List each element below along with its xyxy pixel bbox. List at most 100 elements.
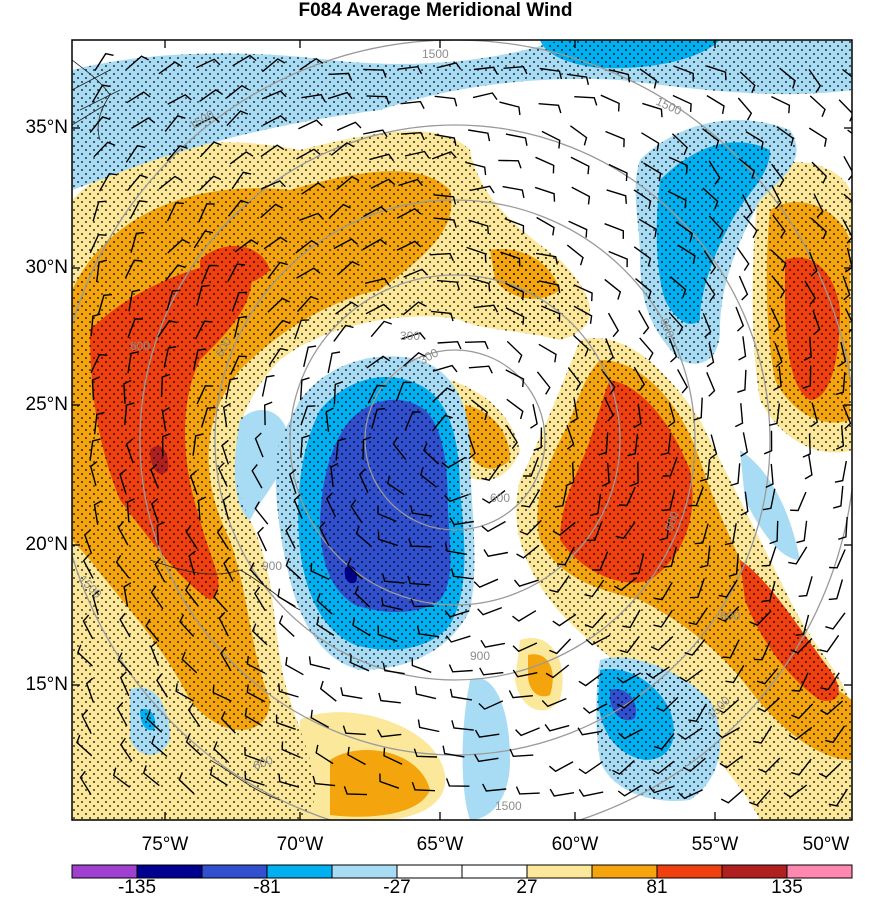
wind-barb [604,278,622,300]
wind-barb [267,297,291,313]
wind-barb [556,546,575,566]
wind-barb [566,244,584,266]
wind-barb [473,66,499,75]
wind-barb [91,84,111,103]
wind-barb [431,150,457,160]
wind-barb [838,341,847,367]
wind-barb [825,612,846,630]
lon-label: 75°W [141,834,189,855]
wind-barb [479,667,504,676]
wind-barb [230,355,247,375]
wind-barb [335,437,347,461]
wind-barb [150,463,159,489]
wind-barb [246,656,266,674]
wind-barb [549,575,570,593]
wind-barb [124,402,135,426]
wind-barb [468,365,493,374]
wind-barb [616,672,641,684]
wind-barb [253,586,266,611]
wind-barb [93,141,116,158]
wind-barb [220,711,236,734]
wind-barb [519,519,542,536]
wind-barb [410,505,433,517]
wind-barb [416,625,440,638]
wind-barb [195,58,221,69]
wind-barb [369,153,395,162]
wind-barb [834,460,847,483]
wind-barb [300,434,311,458]
wind-barb [825,725,846,744]
wind-barb [227,263,246,283]
wind-barb [769,403,781,426]
wind-barb [377,531,399,547]
wind-barb [98,172,118,192]
wind-barb [212,684,232,702]
wind-barb [293,493,303,519]
wind-barb [508,690,533,699]
wind-barb [188,550,196,576]
wind-barb [434,217,457,228]
wind-barb [474,754,499,763]
wind-barb [300,405,316,426]
wind-barb [185,524,198,550]
wind-barb [618,486,636,507]
wind-barb [605,130,625,148]
wind-barb [278,683,299,698]
wind-barb [91,376,100,401]
wind-barb [444,493,469,503]
wind-barb [269,319,291,337]
wind-barb [303,345,317,367]
wind-barb [90,353,108,374]
wind-barb [513,579,539,588]
wind-barb [699,458,711,482]
wind-barb [573,305,593,324]
wind-barb [117,652,133,676]
wind-barb [89,116,111,134]
wind-barb [97,293,112,315]
wind-barb [465,161,487,176]
wind-barb [449,688,473,701]
wind-barb [682,757,706,773]
wind-barb [615,521,636,540]
wind-barb [93,411,105,435]
wind-barb [833,485,844,509]
wind-barb [669,276,687,298]
wind-barb [473,304,499,313]
wind-barb [612,759,635,775]
lat-label: 30°N [25,257,68,278]
wind-barb [451,720,474,731]
wind-barb [672,94,692,112]
wind-barb [653,732,675,750]
wind-barb [83,529,93,554]
wind-barb [251,623,268,646]
wind-barb [156,521,165,546]
wind-barb [536,371,551,395]
wind-barb [578,761,603,775]
wind-barb [400,332,426,340]
wind-barb [538,343,557,363]
wind-barb [771,184,782,210]
wind-barb [667,402,676,428]
wind-barb [77,644,93,667]
wind-barb [706,65,727,81]
wind-barb [398,178,424,187]
wind-barb [720,789,744,804]
wind-barb [217,462,228,487]
wind-barb [181,651,198,674]
wind-barb [379,773,400,789]
wind-barb [414,686,437,700]
wind-barb [429,252,454,262]
wind-barb [633,189,652,210]
wind-barb [738,157,756,179]
wind-barb [419,466,437,488]
wind-barb [434,95,458,107]
wind-barb [772,214,786,239]
wind-barb [568,220,588,238]
wind-barb [308,656,331,670]
wind-barb [367,384,386,404]
wind-barb [82,554,94,579]
wind-barb [330,141,355,156]
wind-barb [193,230,214,249]
wind-barb [231,171,252,190]
wind-barb [192,433,204,456]
